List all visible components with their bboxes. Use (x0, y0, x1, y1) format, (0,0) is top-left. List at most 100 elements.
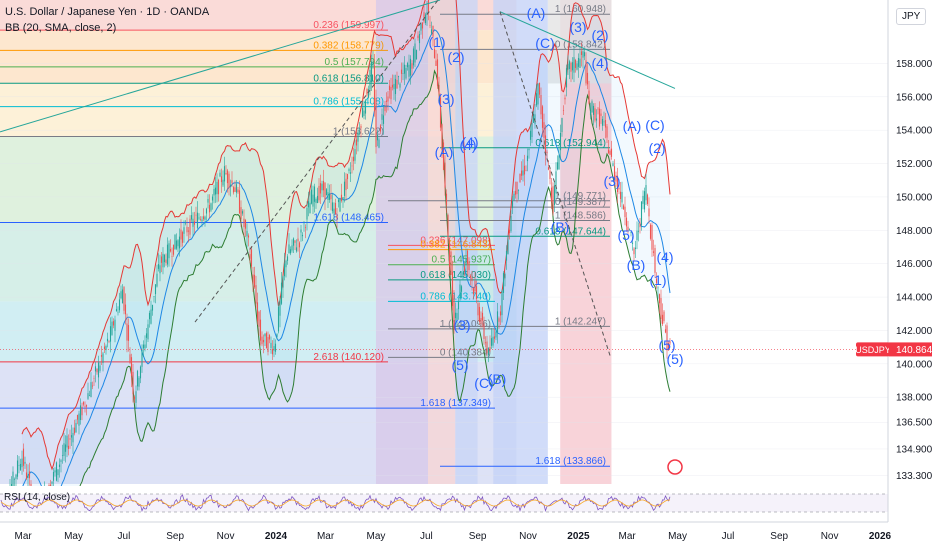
candle-body (228, 173, 230, 189)
candle-body (582, 51, 584, 58)
candle-body (232, 187, 235, 193)
candle-body (598, 108, 601, 127)
y-tick-2: 154.000 (896, 126, 932, 137)
candle-body (441, 124, 443, 151)
candle-body (423, 12, 425, 22)
candle-body (654, 248, 656, 273)
us-flag-icon (667, 459, 683, 475)
candle-body (294, 240, 296, 243)
candle-body (652, 251, 655, 253)
candle-body (111, 321, 113, 335)
candlesticks (0, 0, 671, 529)
candle-body (192, 218, 194, 227)
candle-body (546, 151, 548, 154)
candle-body (460, 286, 463, 292)
elliott-wave-labels: (1)(2)(3)(4)(5)(A)(B)(C)(3)(4)(5)(A)(B)(… (428, 5, 684, 475)
candle-body (634, 247, 637, 249)
candle-body (135, 391, 137, 403)
time-axis[interactable]: Mar May Jul Sep Nov 2024 Mar May Jul Sep Nov 2025 Ma… (0, 521, 892, 550)
candle-body (274, 343, 277, 352)
candle-body (241, 211, 244, 214)
candle-body (145, 333, 148, 338)
candle-body (169, 249, 172, 252)
fib-label-21: 1 (148.586) (555, 211, 606, 222)
wave-label-16: (5) (658, 337, 675, 353)
candle-body (121, 289, 124, 304)
candle-body (94, 366, 97, 372)
fib-label-15: 1.618 (137.349) (420, 398, 491, 409)
candle-body (88, 395, 91, 396)
candle-body (247, 235, 250, 238)
y-tick-9: 140.000 (896, 359, 932, 370)
candle-body (538, 82, 541, 95)
candle-body (490, 338, 493, 346)
candle-body (273, 346, 275, 351)
candle-body (300, 229, 302, 233)
candle-body (649, 224, 652, 239)
candle-body (165, 259, 167, 263)
candle-body (456, 312, 458, 321)
fib-label-23: 1 (142.247) (555, 316, 606, 327)
candle-body (186, 226, 188, 233)
wave-label-6: (B) (551, 219, 570, 235)
y-tick-1: 156.000 (896, 92, 932, 103)
y-tick-13: 133.300 (896, 471, 932, 482)
candle-body (475, 286, 478, 300)
candle-body (558, 155, 560, 170)
candle-body (72, 432, 74, 443)
candle-body (280, 282, 283, 304)
candle-body (75, 422, 77, 433)
candle-body (429, 25, 431, 26)
currency-button[interactable]: JPY (896, 8, 927, 25)
candle-body (178, 236, 181, 249)
candle-body (412, 48, 415, 66)
y-tick-12: 134.900 (896, 444, 932, 455)
candle-body (418, 34, 421, 44)
candle-body (76, 415, 79, 420)
candle-body (529, 130, 532, 140)
candle-body (162, 253, 164, 268)
candle-body (208, 204, 211, 213)
candle-body (136, 370, 139, 387)
x-tick-13: May (668, 531, 687, 542)
candle-body (324, 182, 326, 200)
candle-body (174, 234, 176, 250)
price-axis[interactable]: 158.000 156.000 154.000 152.000 150.000 148.0… (887, 0, 932, 550)
candle-body (547, 167, 550, 170)
candle-body (82, 402, 85, 405)
candle-body (570, 62, 572, 72)
candle-body (283, 263, 286, 277)
candle-body (255, 285, 257, 304)
candle-body (312, 194, 314, 207)
candle-body (363, 110, 365, 116)
candle-body (249, 254, 251, 259)
candle-body (402, 73, 404, 74)
candle-body (478, 306, 481, 322)
candle-body (373, 65, 376, 112)
candle-body (115, 309, 118, 312)
candle-body (612, 163, 614, 167)
y-tick-11: 136.500 (896, 418, 932, 429)
candle-body (25, 472, 28, 479)
candle-body (327, 192, 329, 200)
candle-body (27, 474, 29, 478)
fib-label-18: 0.618 (152.944) (535, 138, 606, 149)
candle-body (361, 107, 364, 118)
candle-body (319, 183, 322, 194)
wave-label-0: (1) (428, 34, 445, 50)
candle-body (648, 208, 650, 217)
candle-body (586, 72, 589, 85)
candle-body (96, 369, 98, 373)
candle-body (58, 464, 61, 467)
candle-body (67, 445, 70, 449)
candle-body (345, 178, 347, 191)
candle-body (502, 273, 505, 293)
candle-body (369, 70, 371, 90)
candle-body (328, 193, 331, 200)
candle-body (184, 222, 187, 224)
candle-body (133, 396, 136, 400)
candle-body (562, 110, 565, 111)
candle-body (196, 212, 199, 228)
candle-body (108, 341, 110, 342)
